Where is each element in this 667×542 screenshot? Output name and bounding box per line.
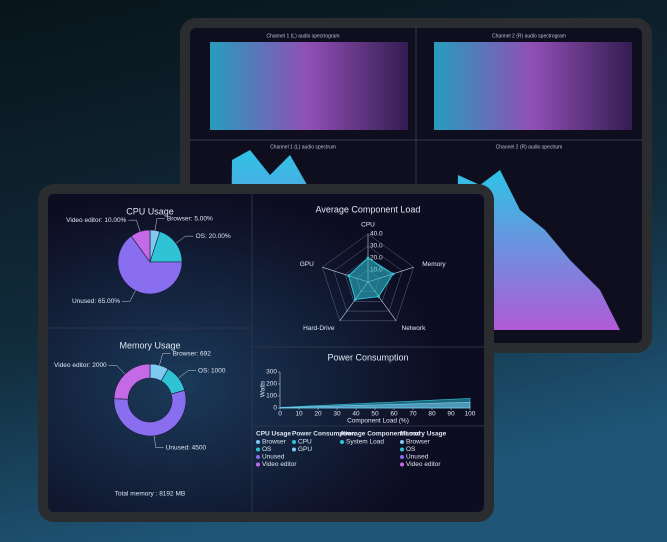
x-tick-label: 10 <box>295 411 303 418</box>
legend-swatch <box>292 447 296 452</box>
leader-line <box>122 290 136 302</box>
legend-swatch <box>256 440 260 444</box>
y-tick-label: 300 <box>266 369 277 376</box>
radar-axis-label: Hard-Drive <box>303 325 335 332</box>
slice <box>113 363 151 400</box>
legend-item: Browser <box>406 439 431 446</box>
panel-title: Power Consumption <box>327 352 408 362</box>
slice-label: Unused: 4500 <box>166 444 207 451</box>
legend-item: Video editor <box>262 461 297 468</box>
x-tick-label: 50 <box>371 411 379 418</box>
radar-area <box>348 257 394 301</box>
x-tick-label: 100 <box>465 411 476 418</box>
y-tick-label: 0 <box>273 405 277 412</box>
leader-line <box>128 219 141 232</box>
slice-label: Browser: 692 <box>173 350 212 357</box>
radar-axis-label: GPU <box>300 261 314 268</box>
legend-title: Average Component Load <box>340 431 421 438</box>
slice <box>113 389 187 437</box>
legend-item: OS <box>406 446 416 453</box>
leader-line <box>153 435 164 448</box>
panel-title: Channel 1 (L) audio spectrogram <box>266 33 339 39</box>
radar-tick-label: 20.0 <box>370 255 383 262</box>
leader-line <box>159 353 171 366</box>
radar-axis-label: Memory <box>422 261 446 268</box>
area <box>279 401 471 409</box>
legend-swatch <box>400 455 404 459</box>
panel-title: Channel 2 (R) audio spectrum <box>496 144 563 150</box>
radar-point <box>347 274 350 278</box>
slice <box>117 235 183 295</box>
x-tick-label: 60 <box>390 411 398 418</box>
y-tick-label: 200 <box>266 381 277 388</box>
panel-title: Channel 1 (L) audio spectrum <box>270 144 336 150</box>
radar-axis-label: Network <box>402 325 427 332</box>
radar-grid <box>333 245 403 312</box>
legend-swatch <box>292 440 296 444</box>
leader-line <box>108 365 126 375</box>
x-tick-label: 90 <box>447 411 455 418</box>
panel-title: CPU Usage <box>126 206 174 216</box>
radar-point <box>366 256 370 260</box>
legend-title: CPU Usage <box>256 431 291 438</box>
y-tick-label: 100 <box>266 393 277 400</box>
radar-tick-label: 40.0 <box>370 231 383 238</box>
leader-line <box>154 218 165 231</box>
y-axis-label: Watts <box>260 380 267 397</box>
slice-label: OS: 1000 <box>198 367 226 374</box>
x-axis-label: Component Load (%) <box>347 418 409 425</box>
legend-swatch <box>256 455 260 459</box>
panel-title: Average Component Load <box>316 204 421 214</box>
x-tick-label: 70 <box>409 411 417 418</box>
slice <box>149 231 183 263</box>
legend-item: CPU <box>298 439 312 446</box>
radar-point <box>391 272 395 276</box>
x-tick-label: 40 <box>352 411 360 418</box>
slice-label: Browser: 5.00% <box>167 215 213 222</box>
slice-label: Video editor: 10.00% <box>66 217 126 224</box>
panel-title: Memory Usage <box>119 340 180 350</box>
legend-swatch <box>400 440 404 444</box>
radar-tick-label: 30.0 <box>370 243 383 250</box>
spectrogram <box>210 42 408 130</box>
leader-line <box>178 370 197 379</box>
spectrogram <box>434 42 632 130</box>
legend-item: OS <box>262 446 272 453</box>
x-tick-label: 0 <box>278 411 282 418</box>
legend-swatch <box>400 447 404 452</box>
legend-item: Browser <box>262 439 287 446</box>
radar-point <box>377 295 380 298</box>
spectrum <box>455 170 620 330</box>
x-tick-label: 80 <box>428 411 436 418</box>
radar-point <box>353 298 357 301</box>
radar-axis-label: CPU <box>361 222 375 229</box>
legend-swatch <box>400 462 404 467</box>
legend-title: Power Consumption <box>292 431 355 438</box>
slice-label: Video editor: 2000 <box>54 362 107 369</box>
x-tick-label: 30 <box>333 411 341 418</box>
legend-item: GPU <box>298 446 312 453</box>
legend-title: Memory Usage <box>400 431 447 438</box>
slice-label: OS: 20.00% <box>196 233 231 240</box>
legend-swatch <box>340 440 344 444</box>
slice <box>130 229 151 263</box>
legend-item: Unused <box>406 454 429 461</box>
legend-item: System Load <box>346 439 384 446</box>
legend-item: Video editor <box>406 461 441 468</box>
x-tick-label: 20 <box>314 411 322 418</box>
total-memory: Total memory : 8192 MB <box>115 491 185 498</box>
leader-line <box>175 235 194 244</box>
legend-swatch <box>256 447 260 452</box>
legend-item: Unused <box>262 454 285 461</box>
radar-grid <box>322 233 414 322</box>
slice-label: Unused: 65.00% <box>72 298 120 305</box>
legend-swatch <box>256 462 260 467</box>
panel-title: Channel 2 (R) audio spectrogram <box>492 33 566 39</box>
